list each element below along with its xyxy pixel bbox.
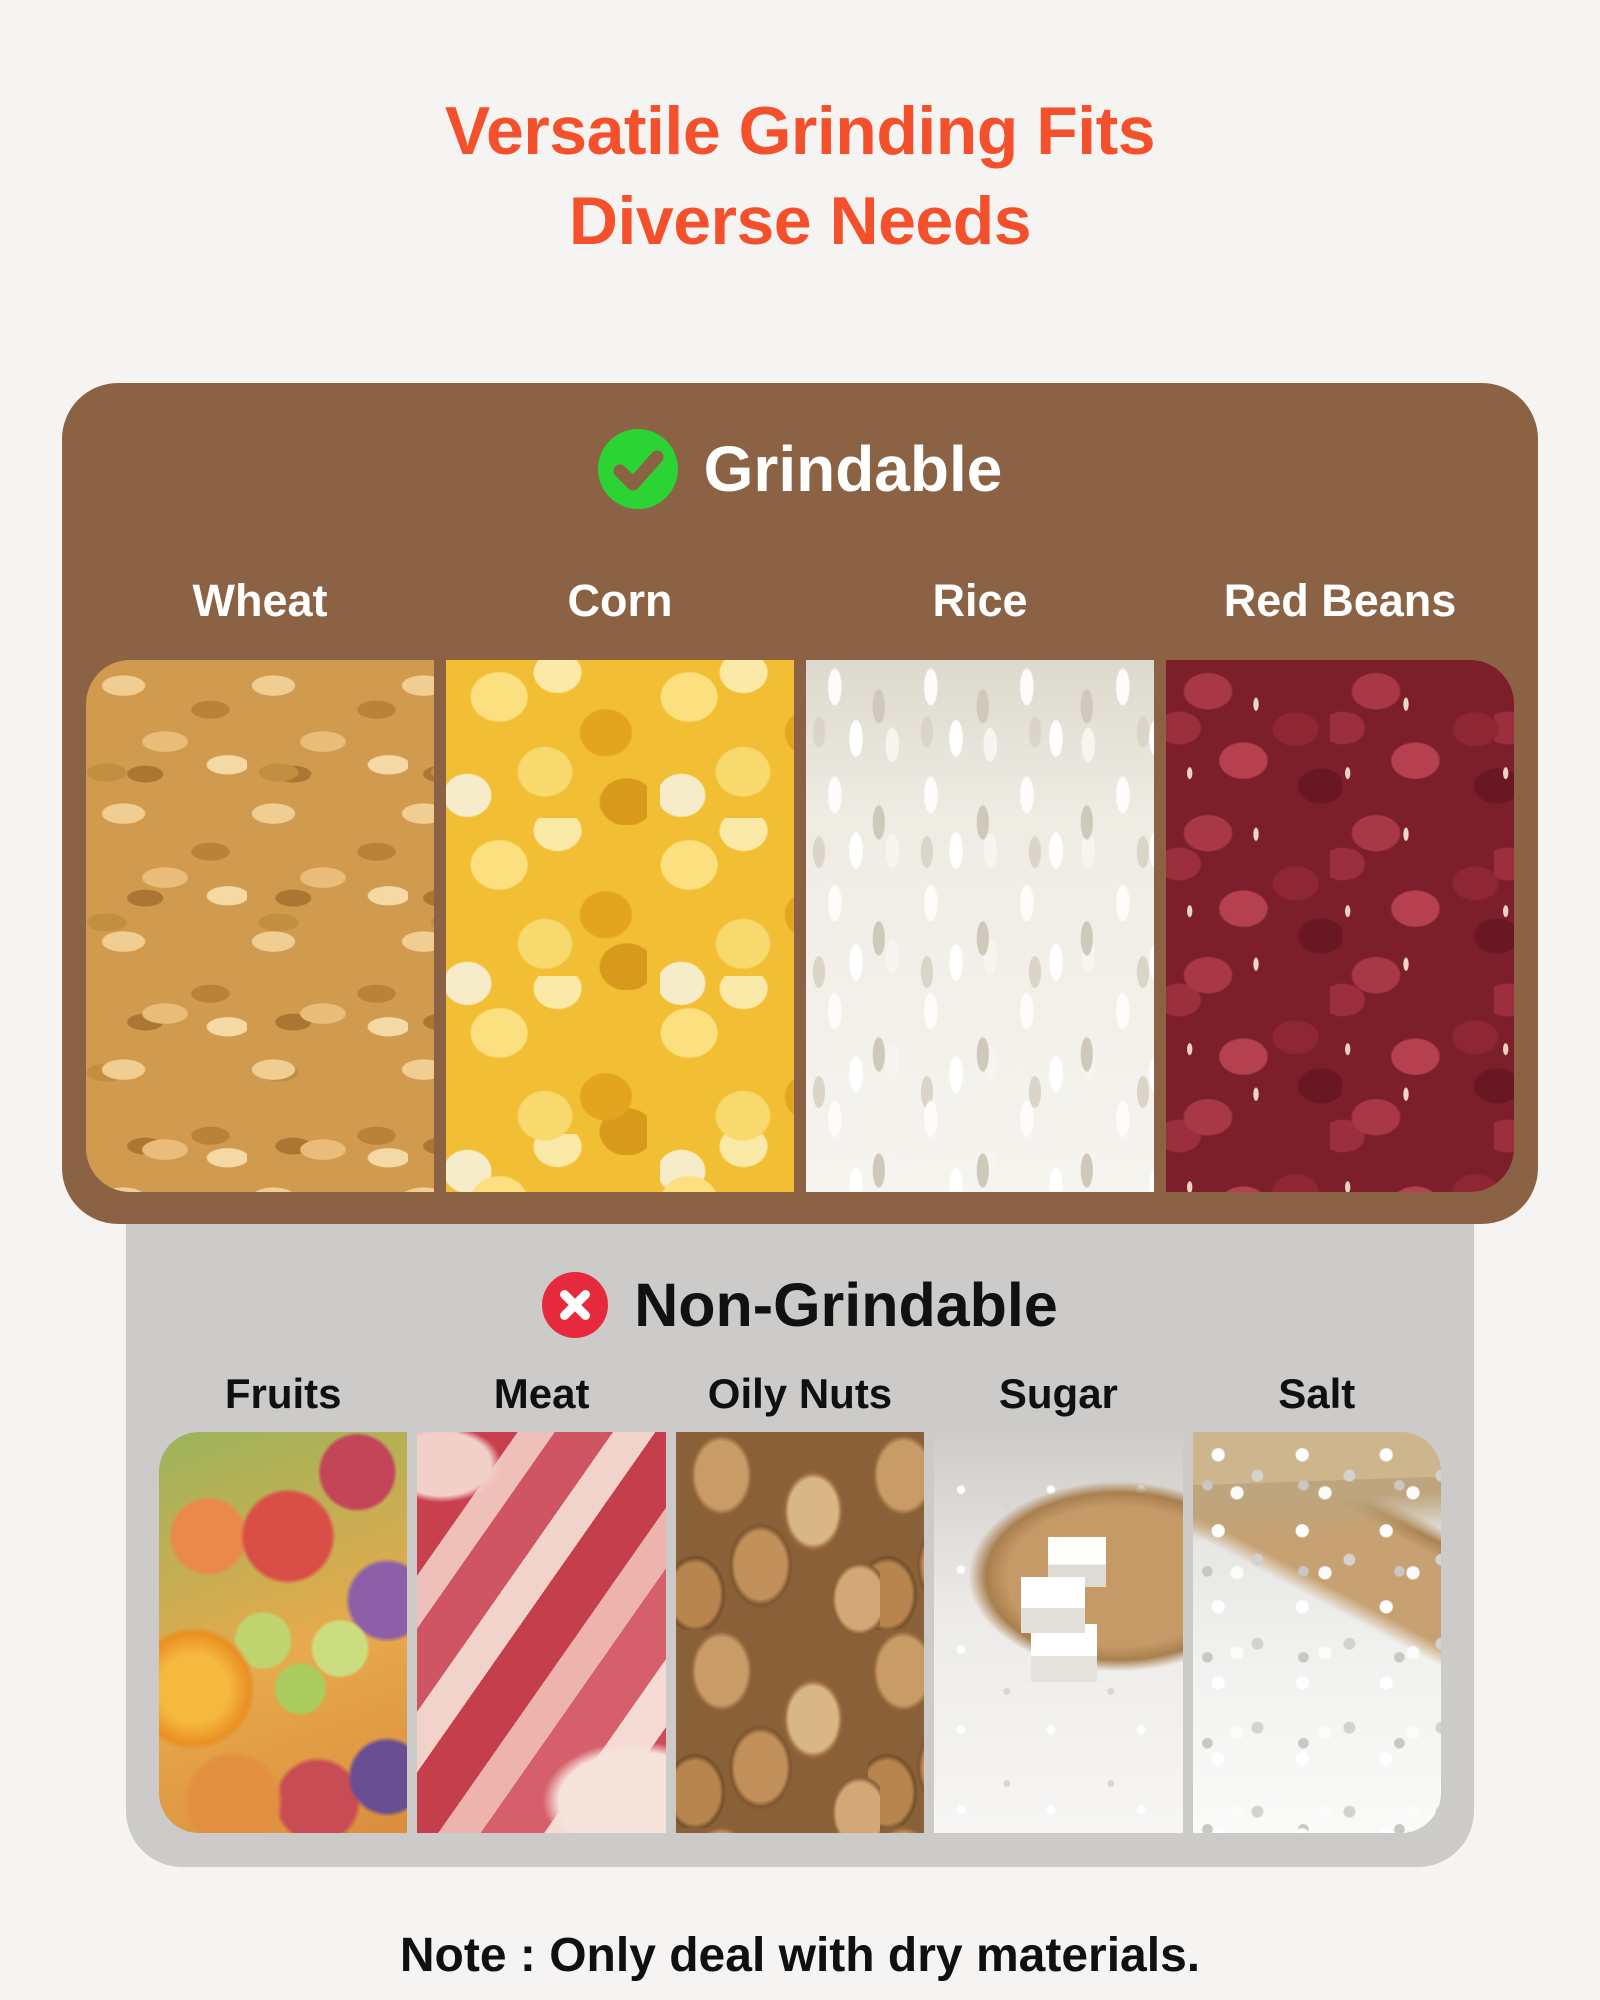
non-grindable-panel: Non-Grindable Fruits Meat Oily Nuts Suga… [126,1168,1474,1867]
grindable-header: Grindable [62,427,1538,511]
corn-photo [446,660,794,1192]
title-line-2: Diverse Needs [568,183,1032,260]
rice-photo [806,660,1154,1192]
item-label-red-beans: Red Beans [1223,575,1457,626]
wheat-photo [86,660,434,1192]
item-label-oily-nuts: Oily Nuts [707,1370,893,1417]
item-label-fruits: Fruits [224,1370,342,1417]
item-label-salt: Salt [1278,1370,1356,1417]
meat-photo [417,1432,666,1833]
note-text: Note : Only deal with dry materials. [399,1929,1201,1982]
page-title: Versatile Grinding Fits Diverse Needs [0,86,1600,267]
grindable-panel: Grindable Wheat Corn Rice Red Beans [62,383,1538,1224]
item-label-rice: Rice [932,575,1028,626]
x-circle-icon [542,1272,609,1338]
non-grindable-heading: Non-Grindable [634,1271,1058,1339]
fruits-photo [159,1432,408,1833]
check-circle-icon [597,429,678,509]
item-label-sugar: Sugar [998,1370,1118,1417]
non-grindable-labels-row: Fruits Meat Oily Nuts Sugar Salt [159,1370,1441,1418]
red-beans-photo [1166,660,1514,1192]
oily-nuts-photo [675,1432,925,1833]
grindable-labels-row: Wheat Corn Rice Red Beans [86,575,1514,627]
grindable-heading: Grindable [703,433,1003,505]
non-grindable-photos-row [159,1432,1441,1833]
sugar-photo [934,1432,1183,1833]
non-grindable-header: Non-Grindable [126,1268,1474,1342]
item-label-wheat: Wheat [192,575,328,626]
item-label-meat: Meat [493,1370,590,1417]
title-line-1: Versatile Grinding Fits [444,93,1156,169]
item-label-corn: Corn [567,575,673,626]
grindable-photos-row [86,660,1514,1192]
salt-photo [1192,1432,1441,1833]
